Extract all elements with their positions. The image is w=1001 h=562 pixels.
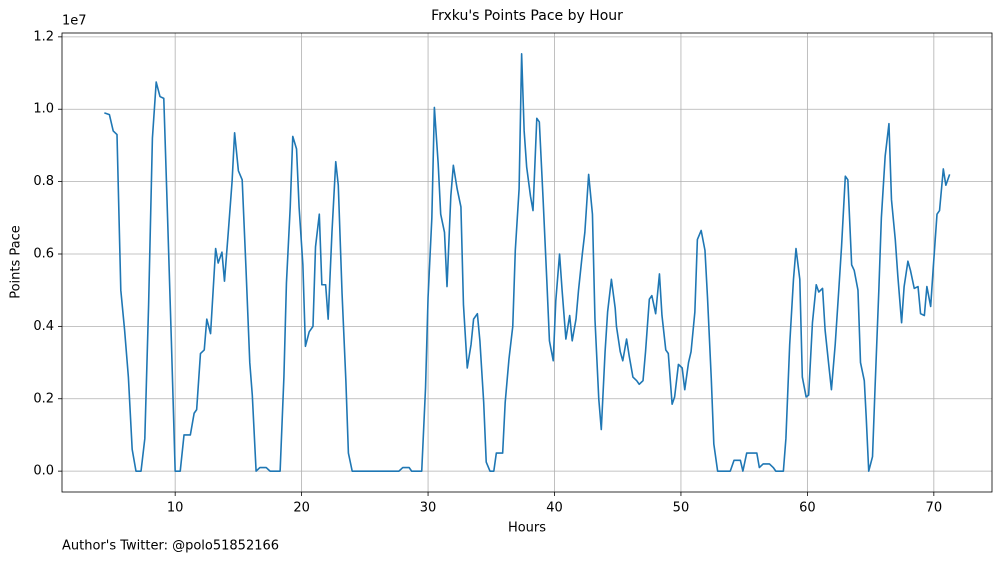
x-tick-label: 20	[293, 501, 310, 516]
y-tick-label: 0.2	[33, 391, 54, 406]
x-axis-label: Hours	[508, 521, 546, 536]
x-tick-label: 30	[420, 501, 437, 516]
y-tick-label: 0.6	[33, 246, 54, 261]
y-tick-label: 1.0	[33, 102, 54, 117]
chart-title: Frxku's Points Pace by Hour	[431, 8, 623, 24]
x-tick-label: 10	[167, 501, 184, 516]
x-tick-label: 40	[546, 501, 563, 516]
axes-frame	[61, 32, 993, 493]
y-tick-label: 0.4	[33, 319, 54, 334]
x-tick-label: 70	[926, 501, 943, 516]
y-axis-label: Points Pace	[9, 225, 24, 299]
y-tick-label: 0.8	[33, 174, 54, 189]
x-tick-label: 50	[673, 501, 690, 516]
y-tick-label: 1.2	[33, 29, 54, 44]
x-tick-label: 60	[799, 501, 816, 516]
y-tick-label: 0.0	[33, 464, 54, 479]
data-line	[104, 53, 951, 472]
y-offset-label: 1e7	[62, 14, 87, 29]
footnote: Author's Twitter: @polo51852166	[62, 539, 279, 554]
